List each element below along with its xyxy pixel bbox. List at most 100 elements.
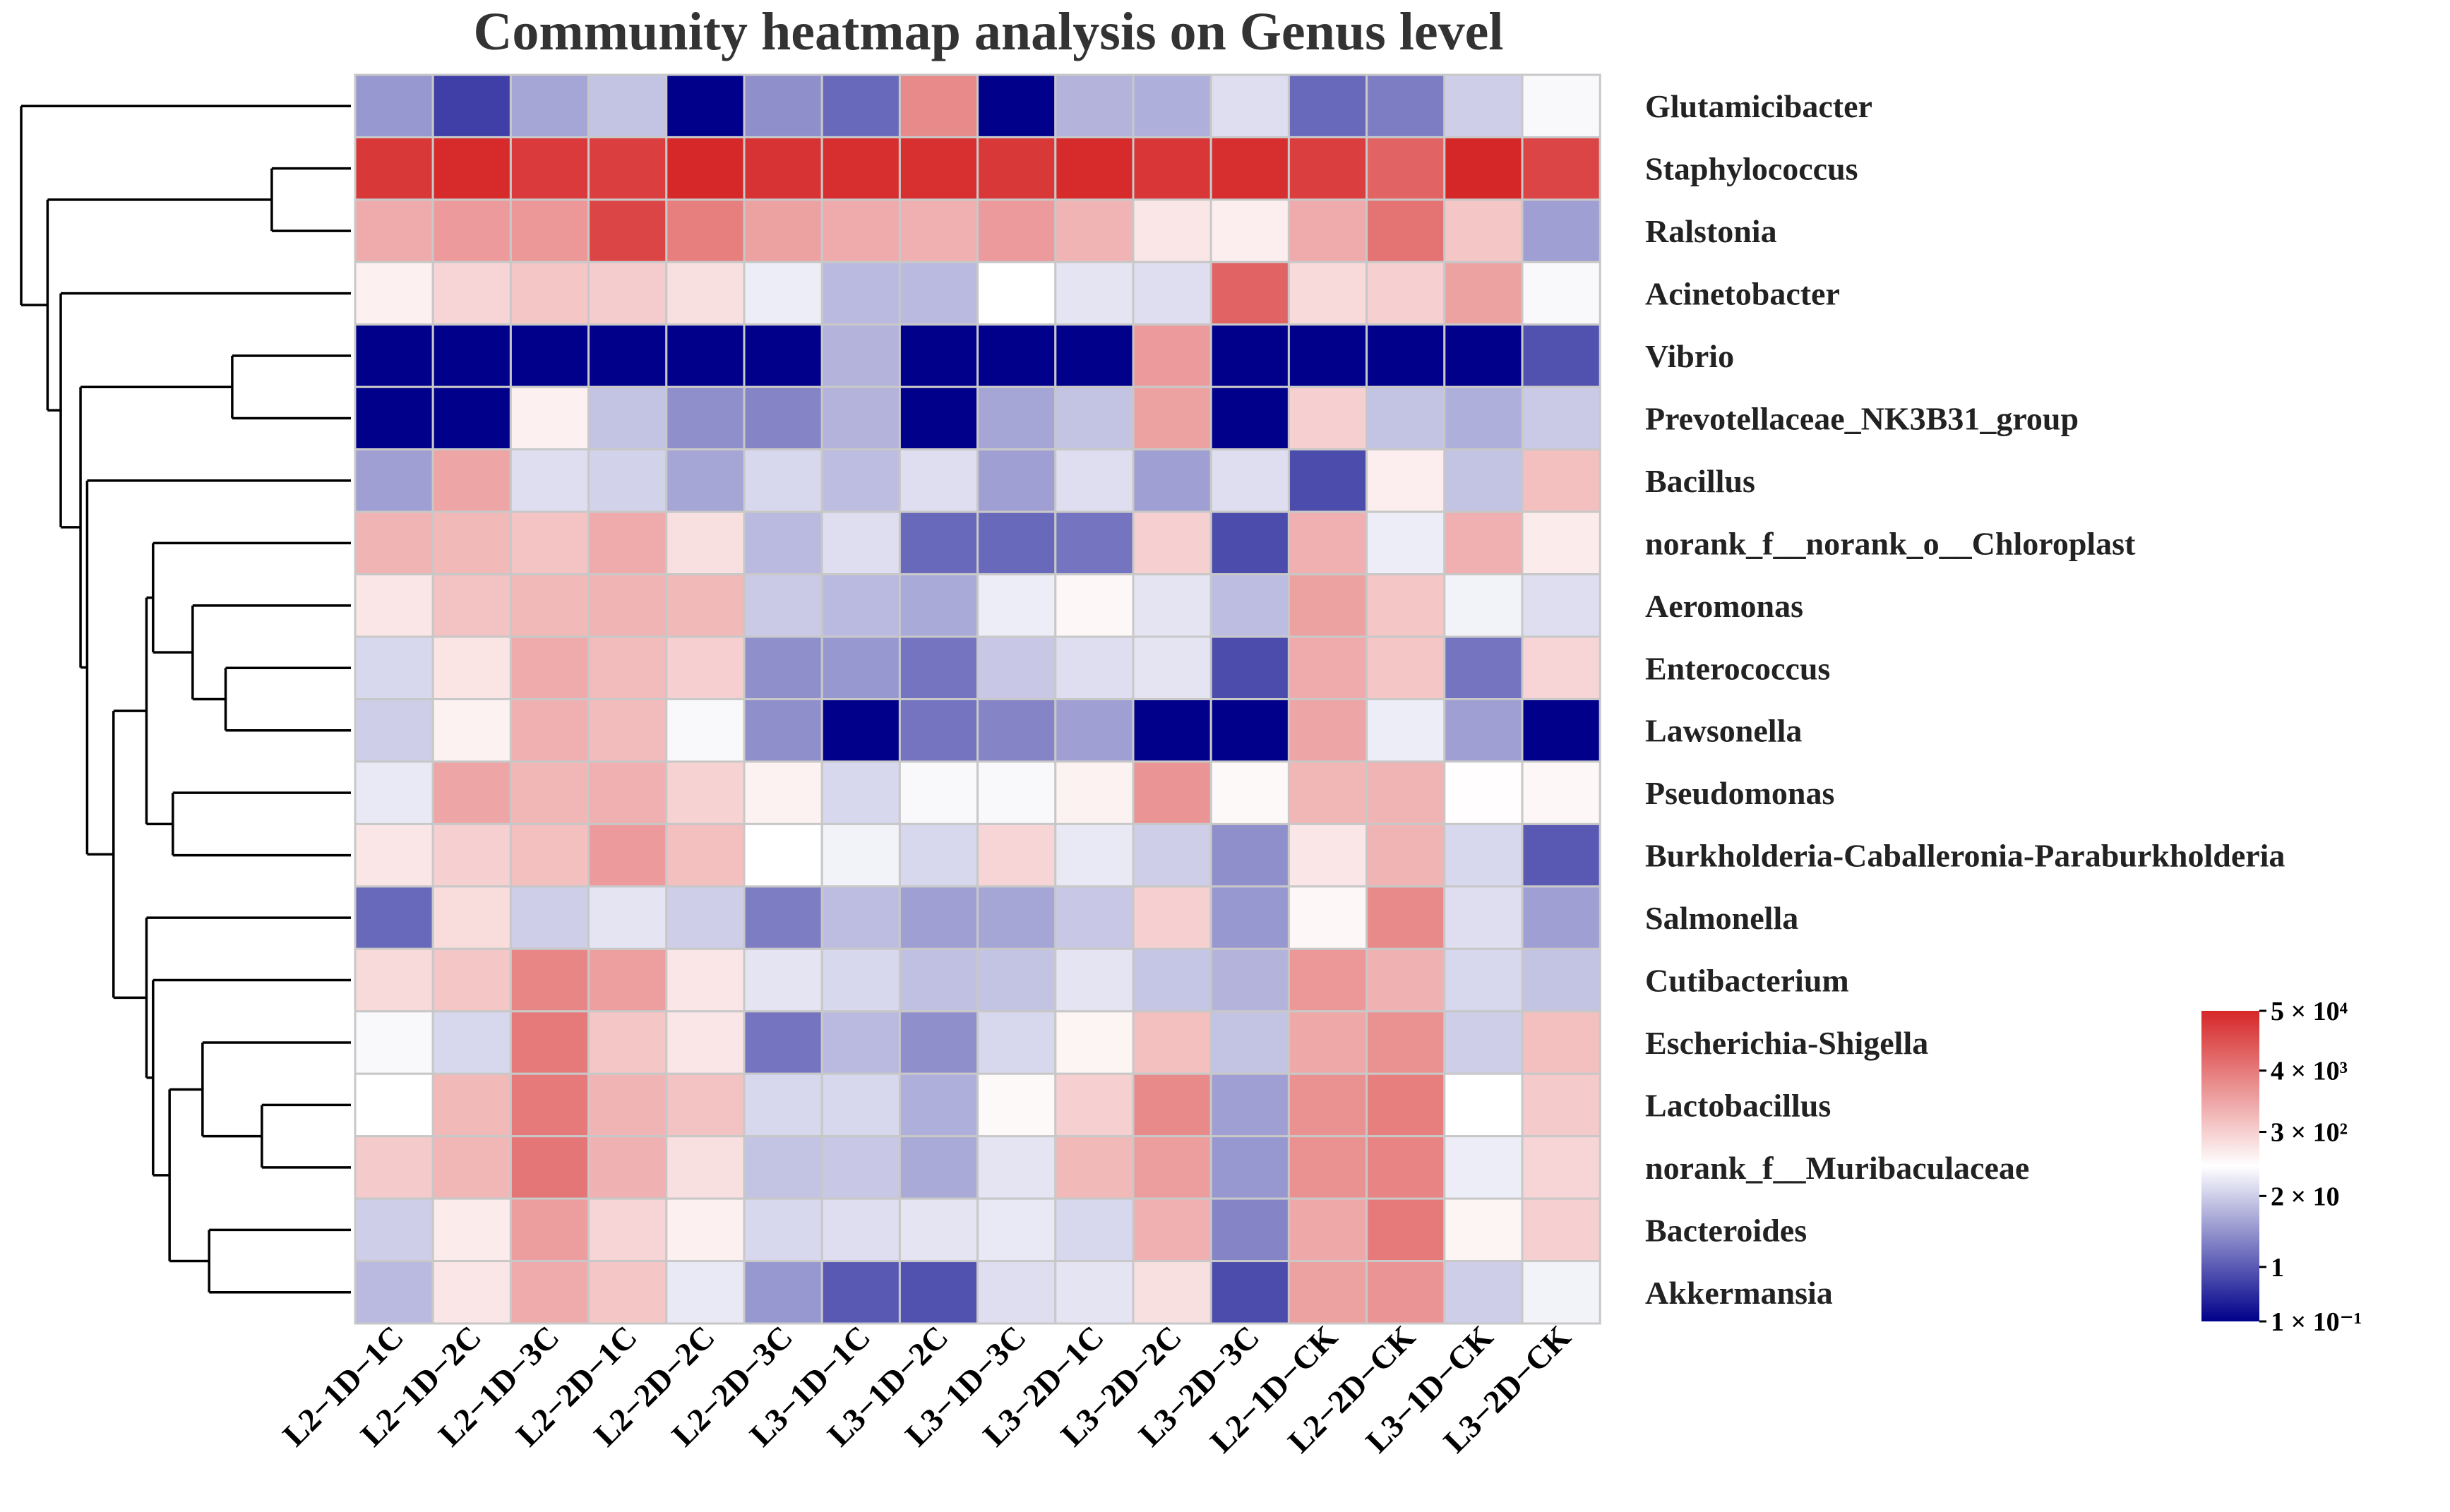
heatmap-cell — [431, 822, 512, 888]
heatmap-cell — [1287, 136, 1368, 201]
legend-tick-label: 5 × 10⁴ — [2271, 997, 2348, 1026]
heatmap-cell — [743, 198, 823, 263]
row-labels: Glutamicibacter Staphylococcus Ralstonia Ac… — [1645, 88, 2285, 1311]
heatmap-cell — [976, 73, 1057, 138]
heatmap-cell — [1054, 885, 1135, 950]
heatmap-cell — [354, 573, 434, 638]
heatmap-cell — [898, 73, 979, 138]
heatmap-cell — [431, 198, 512, 263]
heatmap-cell — [587, 1260, 668, 1325]
heatmap-cell — [743, 385, 823, 451]
heatmap-cell — [743, 448, 823, 513]
heatmap-cell — [509, 573, 590, 638]
heatmap-cell — [1054, 136, 1135, 201]
heatmap-cell — [1443, 385, 1524, 451]
heatmap-cell — [1132, 323, 1212, 388]
heatmap-cell — [1132, 1260, 1212, 1325]
heatmap-cell — [587, 198, 668, 263]
heatmap-cell — [1054, 698, 1135, 763]
heatmap-cell — [743, 323, 823, 388]
heatmap-cell — [1287, 573, 1368, 638]
heatmap-cell — [509, 760, 590, 825]
chart-title: Community heatmap analysis on Genus leve… — [474, 2, 1504, 61]
row-label: Burkholderia-Caballeronia-Paraburkholder… — [1645, 838, 2285, 874]
heatmap-cell — [431, 260, 512, 326]
heatmap-cell — [1443, 136, 1524, 201]
heatmap-cell — [1443, 1197, 1524, 1263]
heatmap-cell — [1366, 822, 1446, 888]
heatmap-cell — [898, 136, 979, 201]
heatmap-cell — [1054, 822, 1135, 888]
heatmap-cell — [665, 1072, 746, 1138]
heatmap-cell — [1054, 198, 1135, 263]
heatmap-cell — [431, 323, 512, 388]
heatmap-cell — [354, 1260, 434, 1325]
heatmap-cell — [509, 260, 590, 326]
heatmap-cell — [1209, 1135, 1290, 1200]
heatmap-cell — [743, 510, 823, 576]
heatmap-cell — [1132, 1197, 1212, 1263]
heatmap-cell — [1209, 1197, 1290, 1263]
heatmap-cell — [354, 947, 434, 1013]
heatmap-cell — [1287, 947, 1368, 1013]
heatmap-cell — [820, 698, 901, 763]
heatmap-cell — [1054, 260, 1135, 326]
heatmap-cell — [1132, 885, 1212, 950]
heatmap-cell — [509, 822, 590, 888]
heatmap-cell — [1287, 73, 1368, 138]
row-label: Acinetobacter — [1645, 276, 1840, 312]
heatmap-cell — [587, 947, 668, 1013]
heatmap-cell — [509, 73, 590, 138]
heatmap-cell — [743, 136, 823, 201]
heatmap-cell — [1366, 885, 1446, 950]
heatmap-cell — [898, 760, 979, 825]
column-labels: L2−1D−1CL2−1D−2CL2−1D−3CL2−2D−1CL2−2D−2C… — [276, 1319, 1578, 1460]
heatmap-cell — [976, 136, 1057, 201]
heatmap-cell — [1209, 1260, 1290, 1325]
heatmap-cell — [820, 1260, 901, 1325]
heatmap-cell — [509, 385, 590, 451]
heatmap-cell — [898, 198, 979, 263]
heatmap-cell — [354, 635, 434, 700]
heatmap-cell — [976, 260, 1057, 326]
heatmap-cell — [354, 760, 434, 825]
heatmap-cell — [1443, 73, 1524, 138]
heatmap-cell — [1209, 1072, 1290, 1138]
heatmap-cell — [354, 323, 434, 388]
heatmap-cell — [1209, 885, 1290, 950]
heatmap-cell — [1366, 760, 1446, 825]
heatmap-cell — [1366, 635, 1446, 700]
heatmap-cell — [820, 73, 901, 138]
heatmap-cell — [431, 635, 512, 700]
row-label: Akkermansia — [1645, 1275, 1833, 1311]
heatmap-cell — [1366, 448, 1446, 513]
heatmap-cell — [1287, 1072, 1368, 1138]
heatmap-cell — [976, 947, 1057, 1013]
heatmap-cell — [665, 136, 746, 201]
row-label: Staphylococcus — [1645, 151, 1858, 187]
heatmap-cell — [587, 698, 668, 763]
row-label: Glutamicibacter — [1645, 88, 1872, 124]
legend-tick-label: 1 — [2271, 1253, 2284, 1283]
heatmap-cell — [1287, 760, 1368, 825]
heatmap-cell — [1521, 1010, 1601, 1075]
row-label: Bacillus — [1645, 463, 1755, 499]
heatmap-cell — [587, 73, 668, 138]
heatmap-cell — [1209, 385, 1290, 451]
heatmap-cell — [1054, 1135, 1135, 1200]
heatmap-cell — [1521, 1072, 1601, 1138]
heatmap-cell — [1521, 760, 1601, 825]
row-label: Bacteroides — [1645, 1212, 1807, 1248]
heatmap-cell — [898, 1135, 979, 1200]
heatmap-cell — [743, 1260, 823, 1325]
heatmap-cell — [665, 1260, 746, 1325]
heatmap-cell — [1209, 136, 1290, 201]
heatmap-cell — [976, 1260, 1057, 1325]
heatmap-cell — [665, 1197, 746, 1263]
row-label: Enterococcus — [1645, 650, 1830, 686]
heatmap-cell — [665, 573, 746, 638]
heatmap-cell — [431, 573, 512, 638]
heatmap-cell — [587, 448, 668, 513]
heatmap-cell — [1132, 1135, 1212, 1200]
heatmap-cell — [976, 510, 1057, 576]
